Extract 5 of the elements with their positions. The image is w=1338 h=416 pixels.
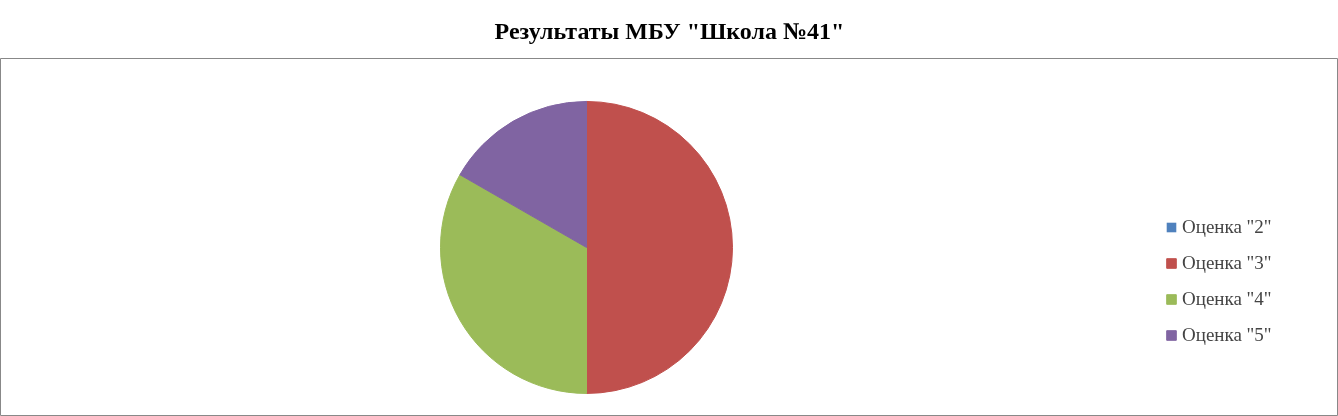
legend-label: Оценка "3" (1182, 252, 1272, 274)
legend-label: Оценка "4" (1182, 288, 1272, 310)
chart-title: Результаты МБУ "Школа №41" (494, 17, 845, 44)
legend-label: Оценка "2" (1182, 216, 1272, 238)
legend-label: Оценка "5" (1182, 324, 1272, 346)
